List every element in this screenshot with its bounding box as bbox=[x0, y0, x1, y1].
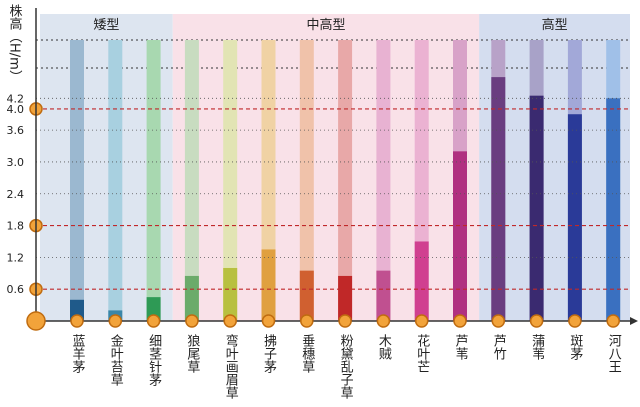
bar bbox=[567, 114, 582, 322]
bar bbox=[184, 275, 199, 321]
bar bbox=[223, 267, 238, 321]
x-tick-label: 粉黛乱子草 bbox=[338, 334, 354, 399]
category-marker bbox=[376, 314, 391, 328]
bar bbox=[376, 270, 391, 321]
x-tick-label: 芦苇 bbox=[453, 334, 469, 360]
bar bbox=[146, 297, 161, 321]
x-tick-label: 狼尾草 bbox=[184, 334, 200, 373]
bar-track bbox=[376, 40, 391, 321]
category-marker bbox=[261, 314, 276, 328]
category-marker bbox=[491, 314, 506, 328]
bar bbox=[529, 95, 544, 321]
x-tick-label: 蒲苇 bbox=[529, 334, 545, 360]
x-tick-label: 细茎针茅 bbox=[146, 334, 162, 386]
category-marker bbox=[529, 314, 544, 328]
y-axis-label: 株高（H/m） bbox=[7, 4, 23, 83]
bar-track bbox=[338, 40, 353, 321]
x-tick-label: 拂子茅 bbox=[261, 334, 277, 373]
bar bbox=[261, 249, 276, 321]
category-marker bbox=[300, 314, 314, 328]
x-tick-label: 垂穗草 bbox=[299, 334, 315, 373]
y-tick-label: 2.4 bbox=[7, 188, 25, 201]
category-marker bbox=[185, 314, 199, 328]
x-tick-label: 弯叶画眉草 bbox=[223, 333, 239, 399]
category-marker bbox=[108, 314, 123, 328]
group-label: 中高型 bbox=[306, 17, 345, 33]
category-marker bbox=[606, 314, 620, 328]
bar bbox=[338, 275, 353, 321]
x-tick-label: 芦竹 bbox=[491, 334, 507, 361]
origin-marker bbox=[26, 311, 46, 331]
category-marker bbox=[338, 314, 352, 328]
bar bbox=[491, 77, 506, 321]
y-tick-label: 4.0 bbox=[7, 103, 25, 116]
y-tick-label: 3.0 bbox=[7, 156, 25, 169]
x-tick-label: 金叶苔草 bbox=[108, 333, 124, 386]
bar-track bbox=[184, 40, 199, 321]
y-tick-label: 4.2 bbox=[7, 92, 25, 105]
bar-track bbox=[70, 40, 84, 321]
category-marker bbox=[453, 314, 467, 328]
axis-arrow bbox=[630, 317, 638, 325]
y-tick-label: 0.6 bbox=[7, 283, 25, 296]
x-tick-label: 木贼 bbox=[376, 334, 392, 361]
category-marker bbox=[146, 314, 161, 328]
group-background bbox=[172, 14, 480, 321]
category-marker bbox=[70, 314, 84, 328]
bar-track bbox=[108, 40, 123, 321]
x-tick-label: 蓝羊茅 bbox=[70, 334, 86, 373]
bar-track bbox=[146, 40, 161, 321]
x-tick-label: 斑茅 bbox=[567, 334, 583, 360]
bar bbox=[453, 151, 467, 321]
bar-track bbox=[299, 40, 314, 321]
category-marker bbox=[568, 314, 582, 328]
y-tick-label: 1.2 bbox=[7, 251, 25, 264]
x-tick-label: 花叶芒 bbox=[414, 333, 430, 373]
y-tick-label: 3.6 bbox=[7, 124, 25, 137]
x-tick-label: 河八王 bbox=[606, 334, 622, 373]
y-tick-label: 1.8 bbox=[7, 220, 25, 233]
category-marker bbox=[223, 314, 237, 328]
category-marker bbox=[414, 314, 429, 328]
group-label: 高型 bbox=[542, 17, 568, 33]
bar bbox=[606, 98, 621, 321]
bar bbox=[414, 241, 429, 321]
bar-track bbox=[223, 40, 238, 321]
group-label: 矮型 bbox=[93, 18, 119, 33]
bar bbox=[299, 270, 314, 321]
